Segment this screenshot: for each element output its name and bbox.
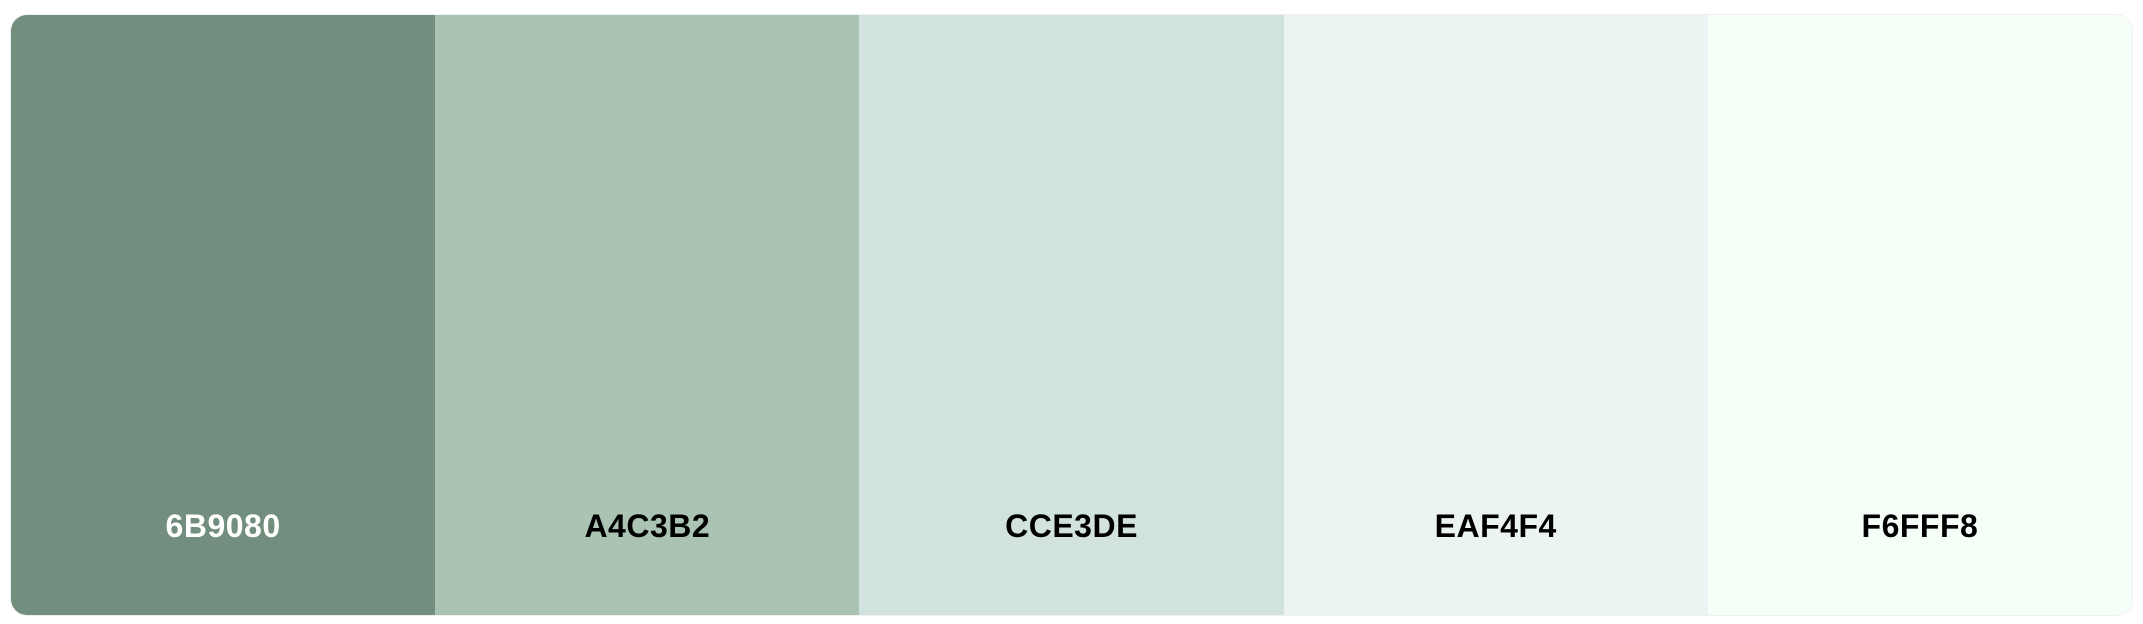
color-swatch-2[interactable]: A4C3B2 [435, 15, 860, 615]
swatch-hex-label[interactable]: EAF4F4 [1434, 508, 1557, 544]
color-swatch-4[interactable]: EAF4F4 [1283, 15, 1708, 615]
color-swatch-1[interactable]: 6B9080 [11, 15, 436, 615]
swatch-hex-label[interactable]: F6FFF8 [1861, 508, 1979, 544]
color-swatch-5[interactable]: F6FFF8 [1707, 15, 2132, 615]
swatch-hex-label[interactable]: 6B9080 [165, 508, 281, 544]
swatch-hex-label[interactable]: A4C3B2 [584, 508, 711, 544]
color-palette: 6B9080 A4C3B2 CCE3DE EAF4F4 F6FFF8 [11, 15, 2132, 615]
color-swatch-3[interactable]: CCE3DE [859, 15, 1284, 615]
swatch-hex-label[interactable]: CCE3DE [1005, 508, 1138, 544]
